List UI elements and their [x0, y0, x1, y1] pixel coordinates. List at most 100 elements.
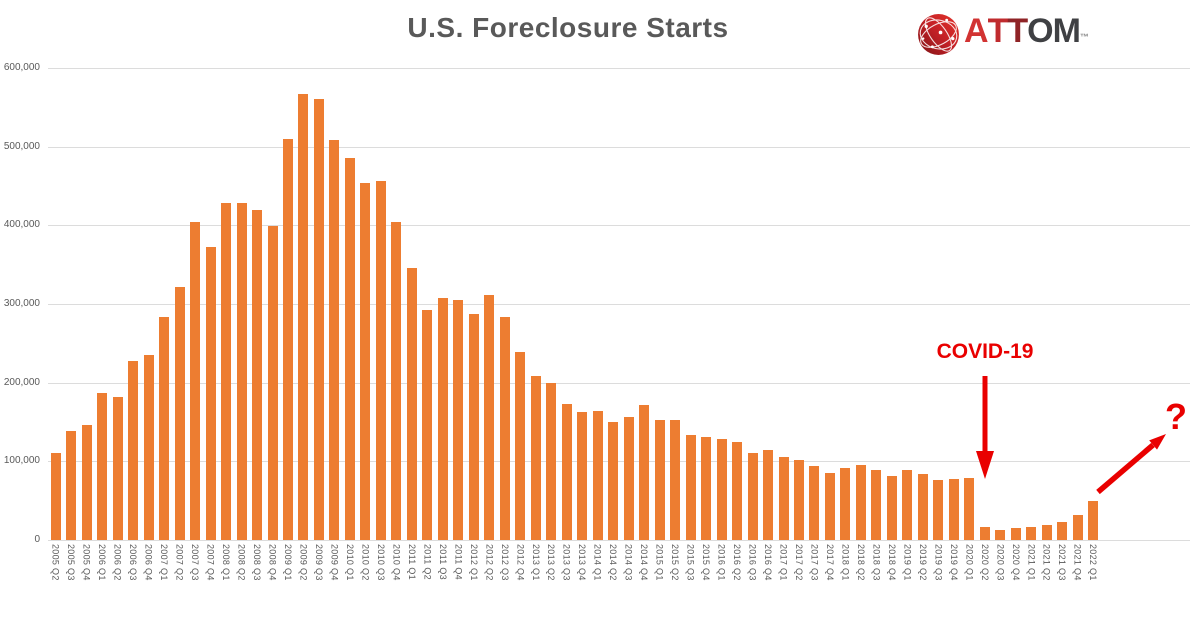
x-tick-slot: 2021 Q3 — [1054, 544, 1069, 604]
bar-slot — [760, 68, 775, 540]
x-tick-label: 2020 Q4 — [1010, 544, 1021, 581]
bar-slot — [48, 68, 63, 540]
bar-2021-Q4 — [1072, 514, 1083, 540]
bar-slot — [574, 68, 589, 540]
x-tick-slot: 2016 Q2 — [729, 544, 744, 604]
x-tick-slot: 2014 Q1 — [590, 544, 605, 604]
x-tick-label: 2020 Q2 — [979, 544, 990, 581]
x-tick-slot: 2008 Q4 — [265, 544, 280, 604]
bar-slot — [280, 68, 295, 540]
bar-2019-Q1 — [902, 470, 913, 540]
x-tick-label: 2019 Q2 — [917, 544, 928, 581]
x-tick-slot: 2019 Q3 — [931, 544, 946, 604]
bar-2016-Q3 — [747, 453, 758, 540]
bar-slot — [389, 68, 404, 540]
bar-slot — [838, 68, 853, 540]
x-tick-label: 2011 Q3 — [437, 544, 448, 580]
x-tick-slot: 2019 Q2 — [915, 544, 930, 604]
x-tick-label: 2019 Q4 — [948, 544, 959, 581]
x-tick-label: 2018 Q3 — [871, 544, 882, 581]
x-tick-label: 2014 Q1 — [592, 544, 603, 581]
x-tick-slot: 2013 Q2 — [544, 544, 559, 604]
x-tick-slot: 2011 Q4 — [451, 544, 466, 604]
x-tick-label: 2008 Q1 — [221, 544, 232, 581]
bar-2008-Q1 — [221, 202, 232, 540]
bar-slot — [776, 68, 791, 540]
bar-slot — [962, 68, 977, 540]
bar-2018-Q3 — [871, 470, 882, 540]
bar-slot — [869, 68, 884, 540]
bar-2012-Q1 — [468, 314, 479, 540]
x-tick-label: 2007 Q3 — [190, 544, 201, 581]
x-tick-slot: 2014 Q2 — [605, 544, 620, 604]
x-tick-label: 2013 Q4 — [577, 544, 588, 581]
x-tick-label: 2011 Q4 — [453, 544, 464, 580]
bar-slot — [156, 68, 171, 540]
bar-slot — [977, 68, 992, 540]
question-annotation-label: ? — [1165, 396, 1187, 437]
bar-slot — [435, 68, 450, 540]
bar-slot — [1039, 68, 1054, 540]
y-tick-label: 500,000 — [3, 140, 40, 152]
x-tick-slot: 2009 Q1 — [280, 544, 295, 604]
bar-2005-Q4 — [81, 425, 92, 540]
x-tick-slot: 2021 Q1 — [1024, 544, 1039, 604]
x-tick-slot: 2014 Q3 — [621, 544, 636, 604]
bar-slot — [125, 68, 140, 540]
bar-2020-Q1 — [964, 477, 975, 540]
bar-slot — [1054, 68, 1069, 540]
bar-2005-Q2 — [50, 452, 61, 540]
x-tick-label: 2021 Q4 — [1072, 544, 1083, 581]
bar-slot — [652, 68, 667, 540]
x-tick-slot: 2009 Q2 — [296, 544, 311, 604]
bar-slot — [497, 68, 512, 540]
bar-slot — [900, 68, 915, 540]
bar-2017-Q2 — [793, 459, 804, 540]
x-tick-label: 2018 Q2 — [855, 544, 866, 581]
bar-2009-Q3 — [313, 99, 324, 540]
bar-slot — [327, 68, 342, 540]
x-tick-label: 2012 Q3 — [499, 544, 510, 581]
x-tick-slot: 2009 Q4 — [327, 544, 342, 604]
bar-2015-Q3 — [685, 434, 696, 540]
bar-slot — [714, 68, 729, 540]
x-tick-label: 2013 Q3 — [561, 544, 572, 581]
x-tick-label: 2008 Q4 — [267, 544, 278, 581]
x-tick-label: 2009 Q3 — [313, 544, 324, 581]
bar-slot — [931, 68, 946, 540]
attom-wordmark: A T T O M ™ — [964, 9, 1089, 59]
bar-slot — [946, 68, 961, 540]
x-tick-label: 2012 Q1 — [468, 544, 479, 581]
bar-2021-Q3 — [1057, 521, 1068, 540]
x-tick-slot: 2021 Q4 — [1070, 544, 1085, 604]
bar-2013-Q3 — [561, 403, 572, 540]
bar-2015-Q1 — [654, 420, 665, 540]
x-tick-label: 2010 Q2 — [360, 544, 371, 581]
x-tick-label: 2005 Q2 — [50, 544, 61, 581]
bar-2012-Q3 — [499, 316, 510, 540]
gridline — [48, 540, 1190, 541]
x-tick-label: 2014 Q2 — [608, 544, 619, 581]
bar-2018-Q2 — [855, 465, 866, 540]
x-tick-slot: 2007 Q4 — [203, 544, 218, 604]
x-tick-label: 2009 Q4 — [329, 544, 340, 581]
bar-2007-Q4 — [205, 246, 216, 540]
x-tick-label: 2021 Q1 — [1026, 544, 1037, 581]
trademark-symbol: ™ — [1079, 32, 1089, 42]
x-tick-slot: 2010 Q2 — [358, 544, 373, 604]
bar-2016-Q4 — [763, 450, 774, 540]
bar-slot — [404, 68, 419, 540]
x-tick-label: 2014 Q4 — [639, 544, 650, 581]
bar-slot — [683, 68, 698, 540]
x-tick-slot: 2021 Q2 — [1039, 544, 1054, 604]
bar-2005-Q3 — [66, 430, 77, 540]
x-tick-label: 2006 Q3 — [128, 544, 139, 581]
x-tick-slot: 2019 Q1 — [900, 544, 915, 604]
bar-2016-Q2 — [732, 442, 743, 540]
y-tick-label: 300,000 — [3, 298, 40, 309]
bar-2021-Q2 — [1041, 525, 1052, 540]
x-tick-label: 2011 Q2 — [422, 544, 433, 580]
x-tick-slot: 2011 Q1 — [404, 544, 419, 604]
x-tick-slot: 2006 Q3 — [125, 544, 140, 604]
y-tick-label: 200,000 — [3, 376, 40, 388]
